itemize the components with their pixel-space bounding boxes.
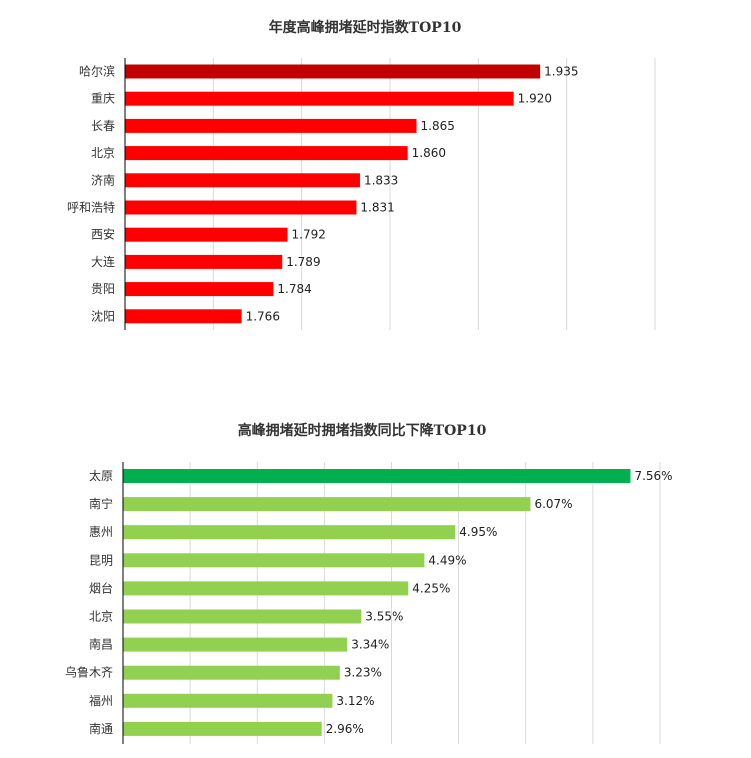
- bar: [123, 665, 340, 680]
- category-label: 北京: [91, 146, 115, 160]
- category-label: 太原: [89, 468, 113, 483]
- category-label: 哈尔滨: [79, 64, 115, 79]
- category-label: 福州: [89, 693, 113, 708]
- data-label: 3.55%: [365, 610, 403, 624]
- category-label: 北京: [89, 610, 113, 624]
- data-label: 1.784: [277, 282, 311, 296]
- data-label: 1.833: [364, 173, 398, 187]
- bar: [125, 309, 242, 324]
- category-label: 惠州: [89, 525, 113, 539]
- data-label: 1.789: [286, 255, 320, 269]
- data-label: 2.96%: [326, 722, 364, 736]
- bar: [125, 91, 514, 106]
- category-label: 昆明: [89, 553, 113, 567]
- chart2-title: 高峰拥堵延时拥堵指数同比下降TOP10: [238, 422, 487, 439]
- data-label: 7.56%: [634, 469, 672, 483]
- bar: [125, 173, 360, 188]
- bar: [125, 227, 288, 242]
- category-label: 乌鲁木齐: [65, 665, 113, 680]
- category-label: 贵阳: [91, 282, 115, 296]
- bar: [123, 497, 531, 512]
- category-label: 南昌: [89, 637, 113, 652]
- category-label: 济南: [91, 172, 115, 187]
- bar: [125, 200, 357, 215]
- category-label: 西安: [91, 227, 115, 242]
- data-label: 1.920: [518, 92, 552, 106]
- bar: [123, 525, 456, 540]
- data-label: 4.95%: [459, 525, 497, 539]
- bar: [123, 469, 631, 483]
- category-label: 南宁: [89, 496, 113, 511]
- data-label: 6.07%: [534, 497, 572, 511]
- category-label: 大连: [91, 254, 115, 269]
- bar: [125, 254, 283, 269]
- data-label: 3.12%: [336, 694, 374, 708]
- bar: [125, 146, 408, 161]
- category-label: 呼和浩特: [67, 200, 115, 215]
- bar: [123, 581, 409, 596]
- category-label: 南通: [89, 721, 113, 736]
- bar: [123, 721, 322, 736]
- bar: [125, 118, 417, 133]
- category-label: 重庆: [91, 92, 115, 106]
- category-label: 沈阳: [91, 308, 115, 323]
- bar: [123, 637, 348, 652]
- category-label: 烟台: [89, 580, 113, 595]
- chart2-plot: 太原 7.56% 南宁 6.07% 惠州 4.95% 昆明 4.49% 烟台 4.25% 北京 3.5…: [65, 462, 673, 744]
- chart1-title: 年度高峰拥堵延时指数TOP10: [269, 19, 462, 36]
- data-label: 4.25%: [412, 581, 450, 595]
- data-label: 3.23%: [344, 666, 382, 680]
- data-label: 1.766: [246, 309, 280, 323]
- bar: [123, 609, 362, 624]
- data-label: 1.831: [360, 201, 394, 215]
- category-label: 长春: [91, 119, 115, 133]
- bar: [125, 282, 274, 297]
- data-label: 1.935: [544, 65, 578, 79]
- data-label: 1.860: [412, 146, 446, 160]
- data-label: 1.792: [292, 228, 326, 242]
- data-label: 1.865: [421, 119, 455, 133]
- data-label: 3.34%: [351, 638, 389, 652]
- chart1-plot: 哈尔滨 1.935 重庆 1.920 长春 1.865 北京 1.860 济南 1.833 呼和浩特…: [67, 58, 656, 330]
- bar: [123, 553, 425, 568]
- bar: [123, 693, 333, 708]
- data-label: 4.49%: [428, 553, 466, 567]
- bar: [125, 64, 541, 79]
